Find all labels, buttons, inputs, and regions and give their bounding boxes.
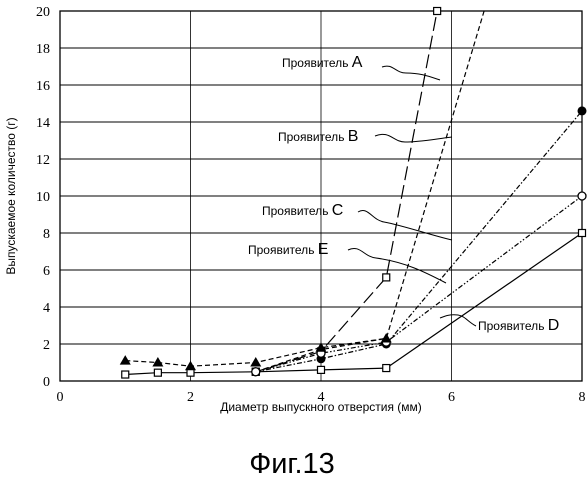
x-tick-label-0: 0: [57, 390, 64, 405]
callout-label-e: Проявитель E: [248, 241, 328, 258]
x-axis-title: Диаметр выпускного отверстия (мм): [220, 400, 422, 414]
figure-caption: Фиг.13: [249, 448, 335, 480]
y-tick-label-0: 0: [43, 375, 50, 390]
callout-label-a: Проявитель A: [282, 54, 363, 71]
marker-d-1: [154, 369, 161, 376]
marker-c-3: [578, 106, 587, 115]
y-tick-label-3: 6: [43, 264, 50, 279]
y-tick-label-1: 2: [43, 338, 50, 353]
marker-e-3: [578, 192, 586, 200]
y-tick-label-9: 18: [36, 42, 50, 57]
marker-d-0: [122, 371, 129, 378]
callout-label-c: Проявитель C: [262, 202, 343, 219]
x-tick-label-1: 2: [187, 390, 194, 405]
marker-d-2: [187, 369, 194, 376]
marker-e-0: [252, 368, 260, 376]
y-tick-label-7: 14: [36, 116, 50, 131]
callout-label-b: Проявитель B: [278, 128, 358, 145]
marker-d-6: [579, 230, 586, 237]
marker-d-4: [318, 366, 325, 373]
y-tick-label-6: 12: [36, 153, 50, 168]
x-tick-label-3: 6: [448, 390, 455, 405]
y-tick-label-5: 10: [36, 190, 50, 205]
y-tick-label-8: 16: [36, 79, 50, 94]
y-axis-title: Выпускаемое количество (г): [4, 117, 18, 274]
callout-label-d: Проявитель D: [478, 317, 559, 334]
y-tick-label-4: 8: [43, 227, 50, 242]
y-tick-label-10: 20: [36, 5, 50, 20]
marker-d-5: [383, 365, 390, 372]
y-tick-label-2: 4: [43, 301, 50, 316]
x-tick-label-4: 8: [579, 390, 586, 405]
marker-a-2: [383, 274, 390, 281]
marker-a-3: [434, 8, 441, 15]
